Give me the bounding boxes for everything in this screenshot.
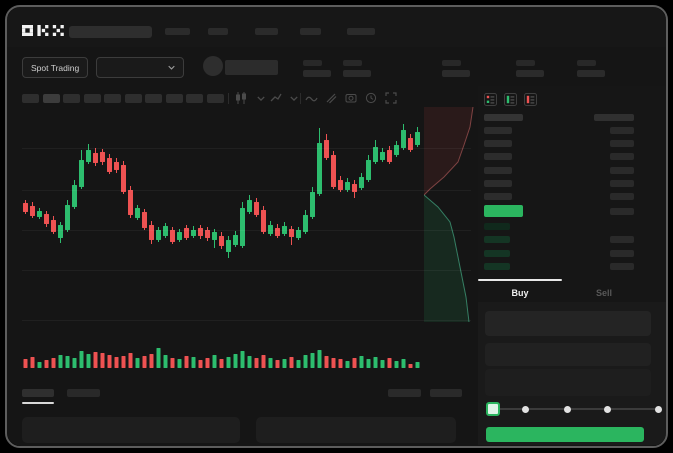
ask-row-skeleton-1[interactable] xyxy=(484,140,512,147)
orderbook-right-row-skeleton-1[interactable] xyxy=(610,140,634,147)
tab-buy[interactable]: Buy xyxy=(511,288,529,298)
toolbar-divider xyxy=(228,93,229,104)
bottom-active-tab-underline xyxy=(22,402,54,404)
orders-panel-skeleton xyxy=(22,417,240,443)
stat-value-skeleton-0 xyxy=(303,70,331,77)
market-type-selector[interactable]: Spot Trading xyxy=(22,57,88,78)
bid-row-skeleton-0[interactable] xyxy=(484,223,510,230)
orderbook-right-lower-row-skeleton-1[interactable] xyxy=(610,250,634,257)
line-style-icon[interactable] xyxy=(270,93,282,103)
nav-menu-item-skeleton-0[interactable] xyxy=(165,28,190,35)
interval-chip-6[interactable] xyxy=(145,94,162,103)
bottom-action-skeleton-1[interactable] xyxy=(430,389,462,397)
chart-gridline-4 xyxy=(22,320,471,321)
interval-chip-0[interactable] xyxy=(22,94,39,103)
book-bids-view-icon[interactable] xyxy=(504,93,517,106)
fullscreen-icon[interactable] xyxy=(385,92,397,104)
book-asks-view-icon[interactable] xyxy=(524,93,537,106)
nav-menu-item-skeleton-4[interactable] xyxy=(347,28,375,35)
candle-type-icon[interactable] xyxy=(235,92,248,104)
bid-row-skeleton-1[interactable] xyxy=(484,236,510,243)
slider-stop-dot-4[interactable] xyxy=(654,405,662,413)
nav-menu-item-skeleton-2[interactable] xyxy=(255,28,278,35)
history-clock-icon[interactable] xyxy=(365,92,377,104)
stat-label-skeleton-1 xyxy=(343,60,362,66)
orderbook-right-row-skeleton-5[interactable] xyxy=(610,193,634,200)
interval-chip-2[interactable] xyxy=(63,94,80,103)
indicator-wave-icon[interactable] xyxy=(305,94,318,103)
okx-logo[interactable] xyxy=(22,24,66,37)
chart-gridline-2 xyxy=(22,230,471,231)
nav-menu-item-skeleton-1[interactable] xyxy=(208,28,228,35)
interval-chip-5[interactable] xyxy=(124,94,142,103)
stat-label-skeleton-3 xyxy=(516,60,535,66)
ask-row-skeleton-2[interactable] xyxy=(484,153,512,160)
stat-value-skeleton-1 xyxy=(343,70,371,77)
stat-label-skeleton-2 xyxy=(442,60,461,66)
candlestick-chart[interactable] xyxy=(22,112,424,342)
orderbook-right-lower-row-skeleton-2[interactable] xyxy=(610,263,634,270)
tab-sell[interactable]: Sell xyxy=(595,288,612,298)
buy-submit-button[interactable] xyxy=(486,427,644,442)
chevron-down-icon[interactable] xyxy=(257,96,265,101)
orderbook-right-lower-row-skeleton-0[interactable] xyxy=(610,236,634,243)
chevron-down-icon[interactable] xyxy=(290,96,298,101)
volume-bars[interactable] xyxy=(22,344,424,370)
book-split-view-icon[interactable] xyxy=(484,93,497,106)
active-tab-underline xyxy=(478,279,562,281)
ask-row-skeleton-5[interactable] xyxy=(484,193,512,200)
orderbook-right-row-skeleton-4[interactable] xyxy=(610,180,634,187)
stat-value-skeleton-4 xyxy=(577,70,605,77)
interval-chip-4[interactable] xyxy=(104,94,121,103)
toolbar-divider xyxy=(300,93,301,104)
amount-input-skeleton[interactable] xyxy=(485,343,651,366)
interval-chip-7[interactable] xyxy=(165,94,183,103)
total-input-skeleton[interactable] xyxy=(485,369,651,396)
slider-stop-dot-2[interactable] xyxy=(564,405,572,413)
coin-avatar[interactable] xyxy=(203,56,223,76)
orderbook-header-right-skeleton xyxy=(594,114,634,121)
orderbook-right-row-skeleton-3[interactable] xyxy=(610,167,634,174)
price-input-skeleton[interactable] xyxy=(485,311,651,336)
interval-chip-8[interactable] xyxy=(186,94,203,103)
ask-row-skeleton-0[interactable] xyxy=(484,127,512,134)
orderbook-header-left-skeleton xyxy=(484,114,523,121)
interval-chip-3[interactable] xyxy=(83,94,101,103)
bid-row-skeleton-2[interactable] xyxy=(484,250,510,257)
draw-tool-icon[interactable] xyxy=(325,92,337,104)
nav-search-skeleton[interactable] xyxy=(69,26,152,38)
market-type-label: Spot Trading xyxy=(31,62,80,73)
interval-chip-1[interactable] xyxy=(42,94,60,103)
slider-stop-dot-3[interactable] xyxy=(603,405,611,413)
chart-gridline-0 xyxy=(22,148,471,149)
stat-value-skeleton-2 xyxy=(442,70,470,77)
ask-row-skeleton-3[interactable] xyxy=(484,167,512,174)
chevron-down-icon xyxy=(168,65,175,70)
orderbook-right-row-skeleton-2[interactable] xyxy=(610,153,634,160)
bottom-action-skeleton-0[interactable] xyxy=(388,389,421,397)
chart-gridline-1 xyxy=(22,190,471,191)
bottom-tab-skeleton-0[interactable] xyxy=(22,389,54,397)
bottom-tab-skeleton-1[interactable] xyxy=(67,389,100,397)
chart-gridline-3 xyxy=(22,270,471,271)
orderbook-right-row-skeleton-6[interactable] xyxy=(610,208,634,215)
orderbook-right-row-skeleton-0[interactable] xyxy=(610,127,634,134)
stat-value-skeleton-3 xyxy=(516,70,544,77)
depth-chart[interactable] xyxy=(424,107,478,322)
amount-slider-track[interactable] xyxy=(488,408,658,410)
stat-label-skeleton-0 xyxy=(303,60,322,66)
pair-name-skeleton xyxy=(225,60,278,75)
bid-row-skeleton-3[interactable] xyxy=(484,263,510,270)
stat-label-skeleton-4 xyxy=(577,60,596,66)
last-price-highlight[interactable] xyxy=(484,205,523,217)
nav-menu-item-skeleton-3[interactable] xyxy=(300,28,321,35)
camera-icon[interactable] xyxy=(345,92,357,103)
ask-row-skeleton-4[interactable] xyxy=(484,180,512,187)
history-panel-skeleton xyxy=(256,417,456,443)
pair-dropdown[interactable] xyxy=(96,57,184,78)
interval-chip-9[interactable] xyxy=(206,94,224,103)
app-window: Spot Trading xyxy=(7,7,666,446)
slider-stop-dot-1[interactable] xyxy=(521,405,529,413)
amount-slider-handle[interactable] xyxy=(486,402,500,416)
